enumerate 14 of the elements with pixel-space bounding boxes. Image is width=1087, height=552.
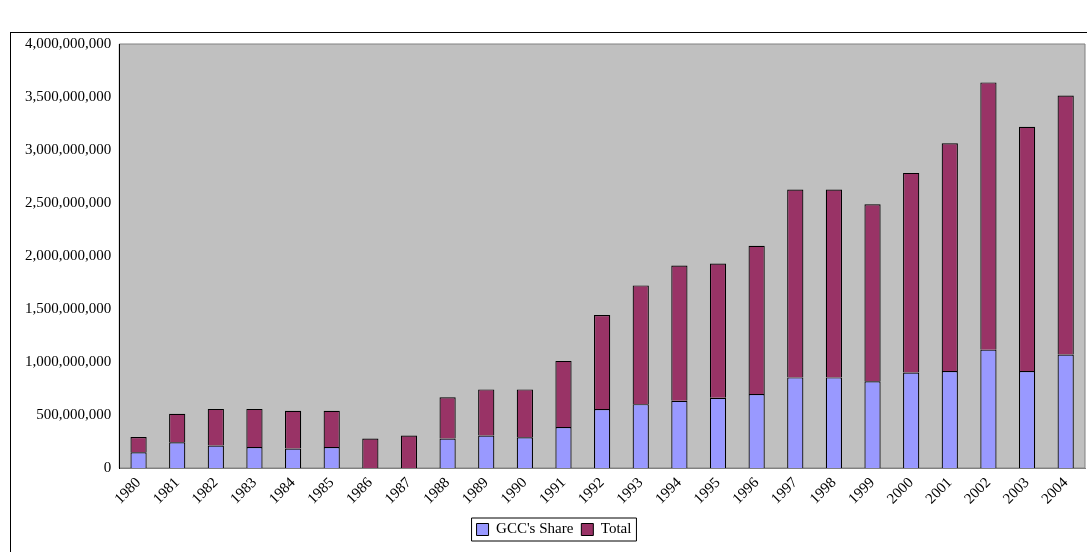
legend-label: Total	[600, 520, 632, 537]
y-tick-label: 1,000,000,000	[25, 352, 112, 369]
y-tick-label: 0	[103, 459, 112, 475]
y-tick-label: 500,000,000	[36, 405, 112, 422]
y-tick-label: 4,000,000,000	[25, 34, 112, 51]
y-tick-label: 2,000,000,000	[25, 246, 112, 263]
y-tick-label: 3,500,000,000	[25, 87, 112, 104]
x-tick-label: 1983	[226, 474, 260, 507]
y-tick-label: 2,500,000,000	[25, 193, 112, 210]
x-tick-label: 1991	[535, 474, 569, 507]
x-tick-label: 1999	[844, 474, 878, 507]
y-tick-label: 1,500,000,000	[25, 299, 112, 316]
legend-label: GCC's Share	[496, 520, 574, 537]
y-tick-label: 3,000,000,000	[25, 140, 112, 157]
